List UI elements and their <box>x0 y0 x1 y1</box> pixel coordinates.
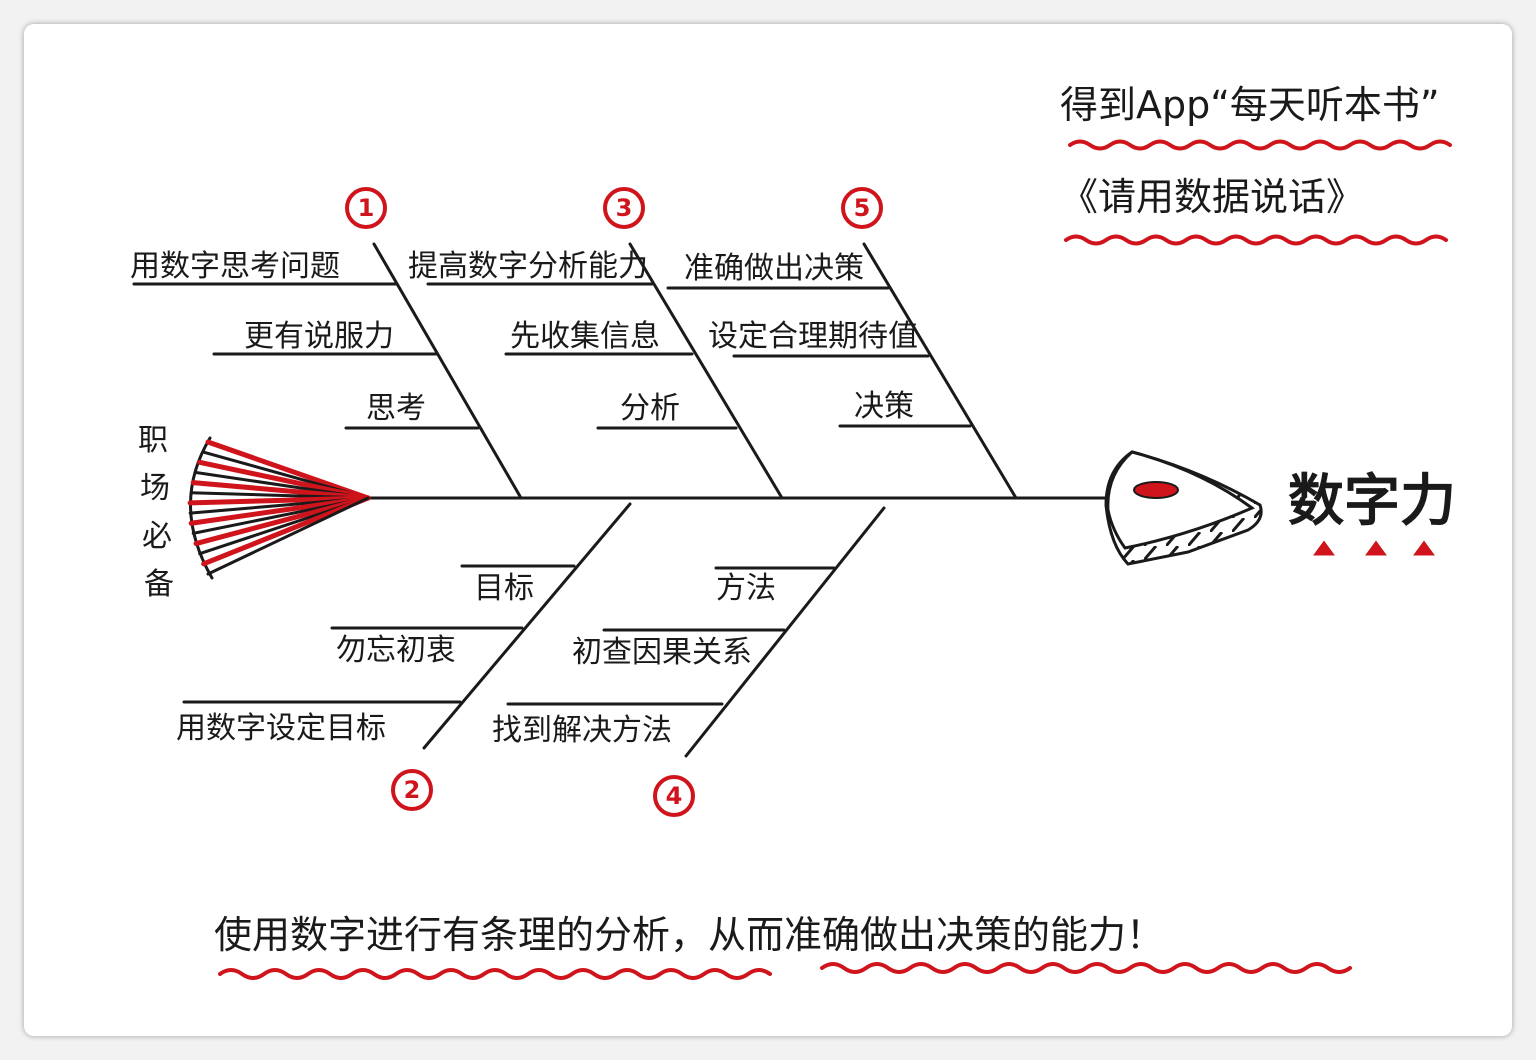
bone-3-number-circle <box>603 187 645 229</box>
tail-char-1: 职 <box>138 423 168 458</box>
bone-3-item-2: 先收集信息 <box>510 319 660 354</box>
bone-3-number: 3 <box>616 194 633 222</box>
tail-ray <box>201 495 371 567</box>
bone-4-item-2: 初查因果关系 <box>572 635 752 670</box>
bone-2-item-1: 目标 <box>474 571 534 606</box>
bone-3 <box>426 242 784 500</box>
bone-1-number: 1 <box>358 194 375 222</box>
bone-1 <box>132 242 523 500</box>
bone-5-item-3: 决策 <box>854 389 914 424</box>
bone-1-number-circle <box>345 187 387 229</box>
bone-5 <box>666 242 1018 500</box>
head-label: 数字力 <box>1288 469 1456 534</box>
footer-underline-2 <box>820 962 1352 974</box>
fish-tail <box>187 436 371 580</box>
header-line1: 得到App“每天听本书” <box>1060 83 1440 127</box>
bone-4-item-1: 方法 <box>716 571 776 606</box>
tail-ray <box>193 495 371 547</box>
header-underline-2 <box>1064 234 1448 246</box>
bone-5-number-circle <box>841 187 883 229</box>
bone-2 <box>182 502 632 750</box>
footer-underline-1 <box>218 968 772 980</box>
bone-5-item-2: 设定合理期待值 <box>708 319 918 354</box>
fish-head <box>1104 450 1263 566</box>
bone-5-number: 5 <box>854 194 871 222</box>
tail-ray <box>205 439 371 501</box>
bone-2-item-3: 用数字设定目标 <box>176 711 386 746</box>
bone-1-item-3: 思考 <box>366 391 426 426</box>
tail-ray <box>206 496 370 576</box>
tail-ray <box>190 480 371 501</box>
bone-2-number: 2 <box>404 776 421 804</box>
bone-3-item-3: 分析 <box>620 391 680 426</box>
bone-4-number: 4 <box>666 782 683 810</box>
header-underline-1 <box>1068 139 1452 151</box>
fish-eye <box>1133 481 1179 499</box>
footer-text: 使用数字进行有条理的分析，从而准确做出决策的能力！ <box>214 913 1164 957</box>
tail-ray <box>188 495 371 526</box>
bone-1-item-1: 用数字思考问题 <box>130 249 340 284</box>
bone-4-item-3: 找到解决方法 <box>492 713 672 748</box>
tail-char-4: 备 <box>144 567 174 602</box>
tail-ray <box>197 459 371 501</box>
tail-char-3: 必 <box>142 519 172 554</box>
tail-char-2: 场 <box>140 471 170 506</box>
tail-ray <box>187 495 371 506</box>
bone-4-number-circle <box>653 775 695 817</box>
bone-1-item-2: 更有说服力 <box>244 319 394 354</box>
bone-2-item-2: 勿忘初衷 <box>336 633 456 668</box>
bone-4 <box>506 506 886 758</box>
bone-5-item-1: 准确做出决策 <box>684 251 864 286</box>
header-line2: 《请用数据说话》 <box>1060 175 1364 219</box>
bone-3-item-1: 提高数字分析能力 <box>408 249 648 284</box>
head-triangles <box>1313 540 1435 556</box>
bone-2-number-circle <box>391 769 433 811</box>
